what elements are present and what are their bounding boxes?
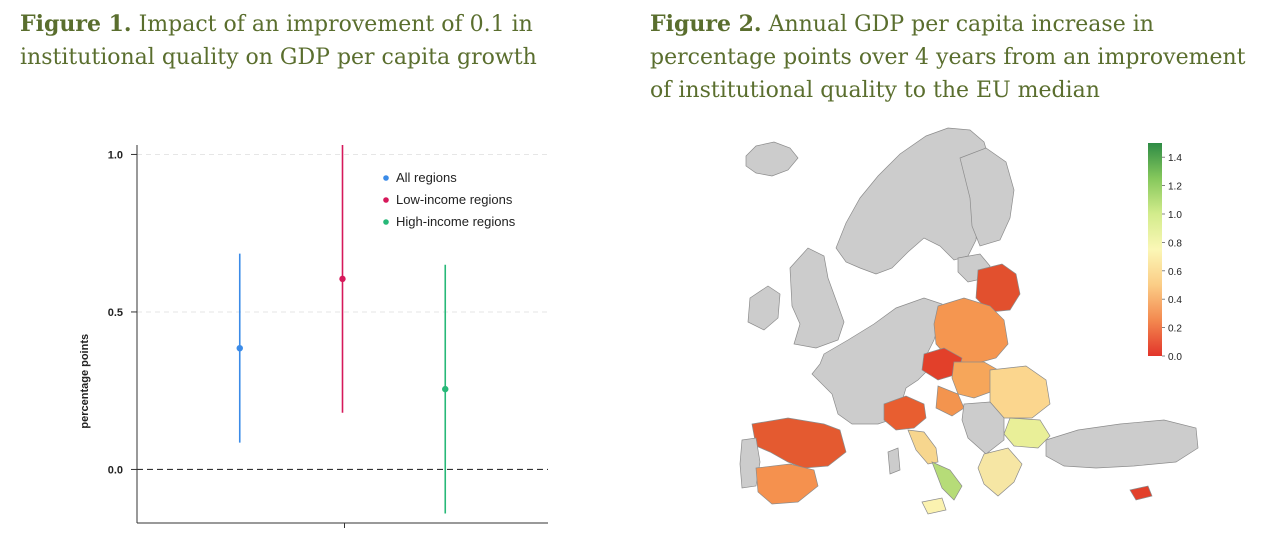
colorbar-gradient <box>1148 143 1162 356</box>
map-western-europe <box>811 297 943 425</box>
y-tick-label: 0.0 <box>108 464 123 476</box>
figure2-label: Figure 2. <box>650 11 762 37</box>
map-sicily <box>921 497 947 515</box>
map-cyprus <box>1129 485 1153 501</box>
map-southern-italy <box>931 461 963 501</box>
colorbar-tick-label: 0.2 <box>1168 324 1182 335</box>
colorbar-tick-label: 1.0 <box>1168 210 1182 221</box>
legend-entry: High-income regions <box>396 214 516 229</box>
figure1-caption: Impact of an improvement of 0.1 in insti… <box>20 12 537 70</box>
map-sardinia <box>887 447 901 475</box>
map-iceland <box>745 141 799 177</box>
map-croatia-slovenia <box>935 385 965 417</box>
map-northern-spain <box>751 417 847 469</box>
point-estimate-high-income-regions <box>442 385 449 393</box>
colorbar-tick-label: 0.6 <box>1168 267 1182 278</box>
point-estimate-all-regions <box>236 344 243 352</box>
map-bulgaria <box>1003 417 1051 449</box>
legend-marker <box>383 197 389 203</box>
y-axis-label: percentage points <box>79 334 91 429</box>
colorbar-tick-label: 0.8 <box>1168 238 1182 249</box>
figure1-label: Figure 1. <box>20 11 132 37</box>
legend-marker <box>383 219 389 225</box>
map-scandinavia <box>835 127 991 275</box>
colorbar: 1.4 1.2 1.0 0.8 0.6 0.4 0.2 0.0 <box>1148 143 1182 363</box>
map-poland <box>933 297 1009 365</box>
colorbar-tick-label: 1.4 <box>1168 153 1182 164</box>
figure2-caption: Annual GDP per capita increase in percen… <box>650 12 1246 103</box>
legend-marker <box>383 175 389 181</box>
map-southern-spain <box>755 463 819 505</box>
y-tick-label: 0.5 <box>108 307 123 319</box>
map-central-italy <box>907 429 939 465</box>
europe-map <box>739 127 1199 515</box>
figure2-title: Figure 2. Annual GDP per capita increase… <box>650 8 1260 107</box>
map-turkey <box>1045 419 1199 469</box>
map-greece <box>977 447 1023 497</box>
map-ireland <box>747 285 781 331</box>
colorbar-tick-label: 0.4 <box>1168 295 1182 306</box>
colorbar-tick-label: 1.2 <box>1168 182 1182 193</box>
point-estimate-low-income-regions <box>339 275 346 283</box>
map-great-britain <box>789 247 845 349</box>
map-northern-italy <box>883 395 927 431</box>
figure2-map: 1.4 1.2 1.0 0.8 0.6 0.4 0.2 0.0 <box>739 127 1199 515</box>
map-lithuania <box>975 263 1021 313</box>
figure1-chart: 0.0 0.5 1.0 percentage points All regions Low… <box>79 145 548 528</box>
map-romania <box>989 365 1051 419</box>
map-finland <box>959 147 1015 247</box>
map-slovakia-hungary <box>951 361 999 399</box>
legend-entry: Low-income regions <box>396 192 513 207</box>
y-tick-label: 1.0 <box>108 149 123 161</box>
map-portugal <box>739 437 761 489</box>
map-balkans <box>961 401 1005 455</box>
legend-entry: All regions <box>396 170 457 185</box>
colorbar-tick-label: 0.0 <box>1168 352 1182 363</box>
figure1-title: Figure 1. Impact of an improvement of 0.… <box>20 8 580 74</box>
